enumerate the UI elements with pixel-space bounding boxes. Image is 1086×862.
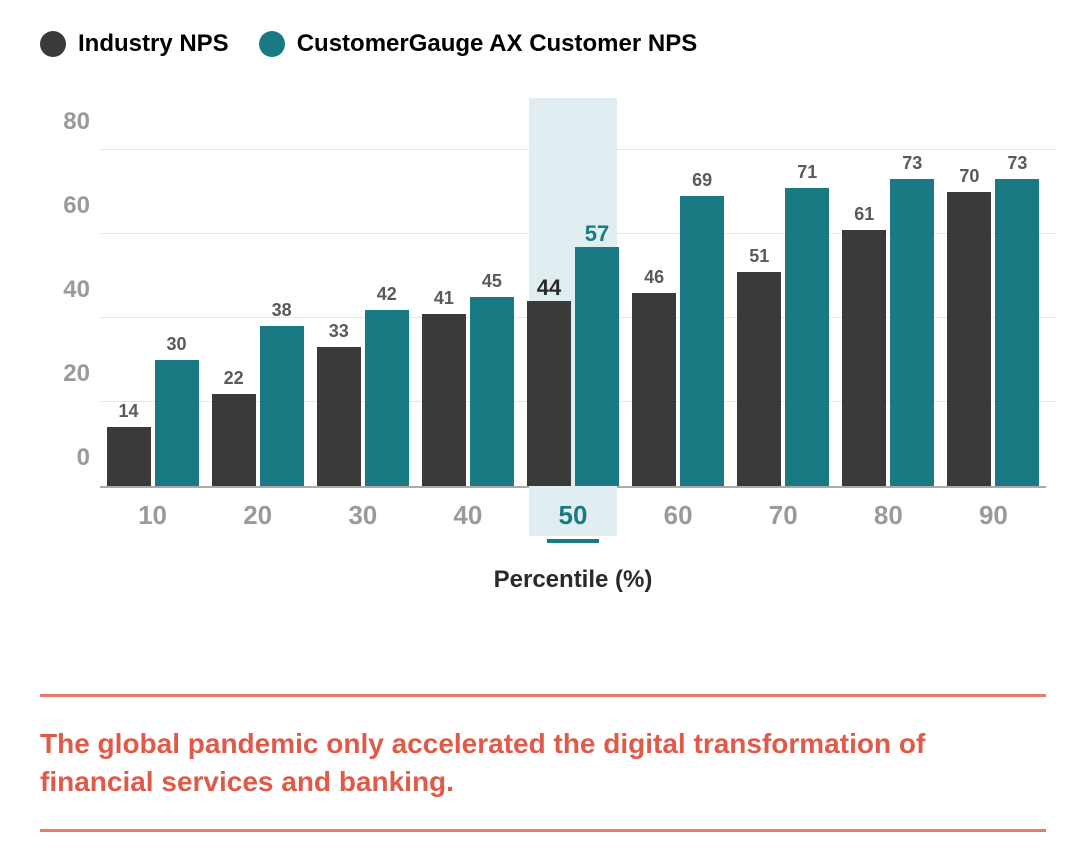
- bar-value-label: 45: [482, 271, 502, 292]
- legend-item-industry: Industry NPS: [40, 30, 229, 58]
- bar-industry: 61: [842, 230, 886, 486]
- bar-value-label: 70: [959, 166, 979, 187]
- plot-area: 0204060801430223833424145445746695171617…: [100, 108, 1046, 488]
- bar-industry: 46: [632, 293, 676, 486]
- bar-value-label: 46: [644, 267, 664, 288]
- bar-customergauge: 45: [470, 297, 514, 486]
- legend-item-customergauge: CustomerGauge AX Customer NPS: [259, 30, 698, 58]
- bar-group: 4457: [520, 108, 625, 486]
- bar-group: 4145: [415, 108, 520, 486]
- legend-dot-icon: [40, 31, 66, 57]
- bar-value-label: 38: [272, 300, 292, 321]
- x-tick-label: 50: [520, 500, 625, 531]
- x-tick-label: 80: [836, 500, 941, 531]
- bar-group: 2238: [205, 108, 310, 486]
- y-tick-label: 20: [45, 360, 90, 388]
- bar-customergauge: 30: [155, 360, 199, 486]
- callout-text: The global pandemic only accelerated the…: [40, 725, 1046, 801]
- bars-container: 143022383342414544574669517161737073: [100, 108, 1046, 486]
- bar-customergauge: 42: [365, 310, 409, 486]
- y-tick-label: 80: [45, 108, 90, 136]
- bar-value-label: 73: [1007, 153, 1027, 174]
- y-tick-label: 60: [45, 192, 90, 220]
- bar-customergauge: 71: [785, 188, 829, 486]
- x-tick-label: 40: [415, 500, 520, 531]
- bar-customergauge: 38: [260, 326, 304, 486]
- legend-dot-icon: [259, 31, 285, 57]
- legend: Industry NPS CustomerGauge AX Customer N…: [40, 30, 1046, 58]
- bar-value-label: 22: [224, 368, 244, 389]
- bar-group: 3342: [310, 108, 415, 486]
- x-tick-label: 10: [100, 500, 205, 531]
- chart: 0204060801430223833424145445746695171617…: [40, 108, 1046, 654]
- bar-value-label: 30: [167, 334, 187, 355]
- x-tick-label: 60: [626, 500, 731, 531]
- bar-value-label: 61: [854, 204, 874, 225]
- bar-industry: 41: [422, 314, 466, 486]
- y-tick-label: 40: [45, 276, 90, 304]
- bar-value-label: 42: [377, 284, 397, 305]
- bar-industry: 22: [212, 394, 256, 486]
- bar-industry: 70: [947, 192, 991, 486]
- callout-box: The global pandemic only accelerated the…: [40, 694, 1046, 832]
- bar-group: 4669: [626, 108, 731, 486]
- bar-customergauge: 57: [575, 247, 619, 486]
- legend-label-a: Industry NPS: [78, 30, 229, 58]
- bar-industry: 14: [107, 427, 151, 486]
- x-axis-title: Percentile (%): [100, 566, 1046, 594]
- legend-label-b: CustomerGauge AX Customer NPS: [297, 30, 698, 58]
- bar-value-label: 69: [692, 170, 712, 191]
- x-tick-label: 30: [310, 500, 415, 531]
- y-tick-label: 0: [45, 444, 90, 472]
- bar-customergauge: 73: [890, 179, 934, 486]
- bar-value-label: 51: [749, 246, 769, 267]
- bar-value-label: 14: [119, 401, 139, 422]
- bar-group: 6173: [836, 108, 941, 486]
- bar-value-label: 71: [797, 162, 817, 183]
- x-tick-label: 90: [941, 500, 1046, 531]
- bar-industry: 51: [737, 272, 781, 486]
- bar-value-label: 41: [434, 288, 454, 309]
- x-tick-label: 70: [731, 500, 836, 531]
- bar-industry: 33: [317, 347, 361, 486]
- bar-value-label: 44: [537, 275, 561, 301]
- bar-customergauge: 69: [680, 196, 724, 486]
- bar-value-label: 33: [329, 321, 349, 342]
- bar-group: 1430: [100, 108, 205, 486]
- bar-value-label: 57: [585, 221, 609, 247]
- x-tick-label: 20: [205, 500, 310, 531]
- bar-group: 5171: [731, 108, 836, 486]
- bar-customergauge: 73: [995, 179, 1039, 486]
- bar-industry: 44: [527, 301, 571, 486]
- x-axis: 102030405060708090: [100, 488, 1046, 531]
- bar-value-label: 73: [902, 153, 922, 174]
- bar-group: 7073: [941, 108, 1046, 486]
